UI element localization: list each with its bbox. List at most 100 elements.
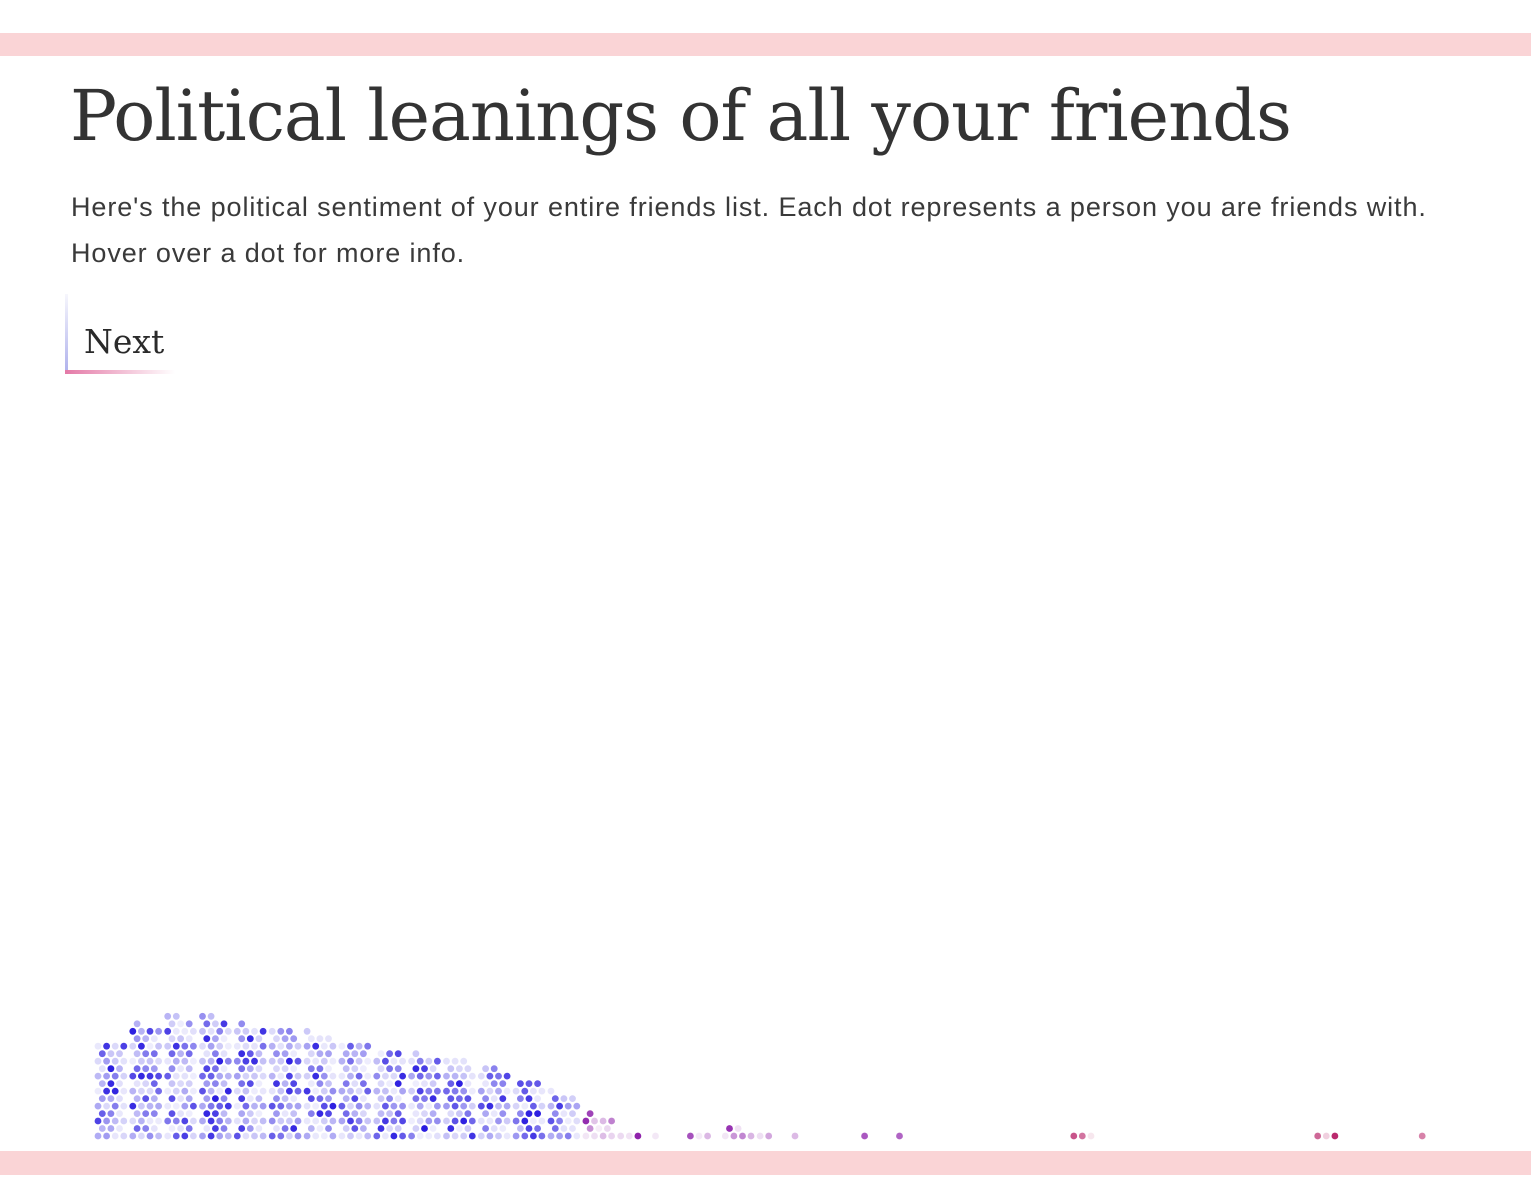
friend-dot[interactable] [138,1042,145,1050]
friend-dot[interactable] [591,1132,598,1140]
friend-dot[interactable] [1078,1132,1086,1140]
friend-dot[interactable] [199,1117,206,1125]
friend-dot[interactable] [338,1072,346,1080]
friend-dot[interactable] [342,1050,350,1058]
friend-dot[interactable] [325,1110,332,1117]
friend-dot[interactable] [181,1132,189,1140]
friend-dot[interactable] [281,1065,289,1073]
friend-dot[interactable] [224,1117,232,1125]
friend-dot[interactable] [408,1102,415,1110]
friend-dot[interactable] [181,1057,189,1065]
friend-dot[interactable] [220,1125,228,1132]
friend-dot[interactable] [695,1132,703,1140]
friend-dot[interactable] [150,1050,158,1058]
friend-dot[interactable] [277,1027,285,1035]
friend-dot[interactable] [155,1117,163,1125]
friend-dot[interactable] [172,1042,180,1050]
friend-dot[interactable] [569,1110,576,1117]
friend-dot[interactable] [360,1110,367,1117]
friend-dot[interactable] [107,1050,115,1058]
friend-dot[interactable] [373,1072,381,1080]
friend-dot[interactable] [281,1125,289,1132]
friend-dot[interactable] [138,1102,145,1110]
friend-dot[interactable] [185,1110,193,1117]
friend-dot[interactable] [155,1132,163,1140]
friend-dot[interactable] [517,1110,524,1117]
friend-dot[interactable] [303,1057,311,1065]
friend-dot[interactable] [342,1065,350,1073]
friend-dot[interactable] [94,1117,102,1125]
friend-dot[interactable] [399,1117,406,1125]
friend-dot[interactable] [246,1080,254,1087]
friend-dot[interactable] [355,1117,363,1125]
friend-dot[interactable] [791,1132,799,1140]
friend-dot[interactable] [425,1057,433,1065]
friend-dot[interactable] [456,1065,463,1073]
friend-dot[interactable] [138,1132,145,1140]
friend-dot[interactable] [399,1057,406,1065]
friend-dot[interactable] [564,1132,572,1140]
friend-dot[interactable] [290,1110,298,1117]
friend-dot[interactable] [142,1050,150,1058]
friend-dot[interactable] [338,1117,346,1125]
friend-dot[interactable] [111,1057,119,1065]
friend-dot[interactable] [129,1057,137,1065]
friend-dot[interactable] [451,1132,459,1140]
friend-dot[interactable] [98,1125,106,1132]
friend-dot[interactable] [477,1102,485,1110]
friend-dot[interactable] [168,1125,176,1132]
friend-dot[interactable] [142,1080,150,1087]
friend-dot[interactable] [390,1072,398,1080]
friend-dot[interactable] [164,1042,172,1050]
friend-dot[interactable] [434,1057,441,1065]
friend-dot[interactable] [861,1132,868,1140]
friend-dot[interactable] [203,1035,211,1043]
friend-dot[interactable] [146,1072,154,1080]
friend-dot[interactable] [599,1117,607,1125]
friend-dot[interactable] [377,1110,385,1117]
friend-dot[interactable] [220,1095,228,1102]
friend-dot[interactable] [286,1042,293,1050]
friend-dot[interactable] [172,1087,180,1095]
friend-dot[interactable] [382,1087,389,1095]
friend-dot[interactable] [468,1132,476,1140]
friend-dot[interactable] [429,1095,437,1102]
friend-dot[interactable] [421,1065,428,1073]
friend-dot[interactable] [164,1072,172,1080]
friend-dot[interactable] [94,1087,102,1095]
friend-dot[interactable] [164,1132,172,1140]
friend-dot[interactable] [521,1102,529,1110]
friend-dot[interactable] [177,1080,185,1087]
friend-dot[interactable] [242,1087,250,1095]
friend-dot[interactable] [233,1132,241,1140]
friend-dot[interactable] [325,1035,332,1043]
friend-dot[interactable] [329,1117,337,1125]
friend-dot[interactable] [534,1095,541,1102]
friend-dot[interactable] [150,1110,158,1117]
friend-dot[interactable] [547,1102,555,1110]
friend-dot[interactable] [373,1117,381,1125]
friend-dot[interactable] [355,1057,363,1065]
friend-dot[interactable] [390,1087,398,1095]
friend-dot[interactable] [394,1050,402,1058]
friend-dot[interactable] [503,1072,511,1080]
friend-dot[interactable] [342,1125,350,1132]
friend-dot[interactable] [595,1125,603,1132]
friend-dot[interactable] [464,1095,472,1102]
friend-dot[interactable] [238,1065,246,1073]
friend-dot[interactable] [116,1110,123,1117]
friend-dot[interactable] [347,1117,354,1125]
friend-dot[interactable] [503,1087,511,1095]
friend-dot[interactable] [259,1042,267,1050]
friend-dot[interactable] [551,1125,559,1132]
friend-dot[interactable] [408,1132,415,1140]
friend-dot[interactable] [338,1132,346,1140]
friend-dot[interactable] [120,1057,128,1065]
friend-dot[interactable] [185,1125,193,1132]
friend-dot[interactable] [351,1110,359,1117]
friend-dot[interactable] [347,1057,354,1065]
friend-dot[interactable] [316,1065,324,1073]
friend-dot[interactable] [103,1057,110,1065]
friend-dot[interactable] [120,1087,128,1095]
friend-dot[interactable] [447,1125,455,1132]
